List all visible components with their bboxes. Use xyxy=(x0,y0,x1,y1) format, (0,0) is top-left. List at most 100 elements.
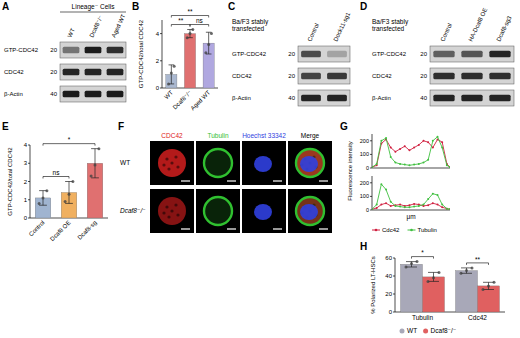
error-stem xyxy=(190,30,191,38)
plot-marks xyxy=(401,260,500,312)
bar xyxy=(423,277,445,312)
legend-swatch xyxy=(408,230,416,231)
y-tick-label: 200 xyxy=(360,180,369,186)
data-point xyxy=(482,288,485,291)
nucleus-signal xyxy=(300,204,318,220)
marker xyxy=(399,206,401,208)
marker xyxy=(404,206,406,208)
marker xyxy=(385,189,387,191)
blot-membrane xyxy=(60,64,126,80)
cell-image xyxy=(242,141,286,185)
y-tick xyxy=(28,145,30,146)
line-chart: 0100200Fluorescence intensity xyxy=(347,134,451,201)
speckle xyxy=(170,209,173,212)
error-stem xyxy=(488,282,489,289)
marker xyxy=(404,145,406,147)
data-point xyxy=(487,284,490,287)
data-point xyxy=(493,281,496,284)
y-tick xyxy=(370,210,372,211)
category-label: Cdc42 xyxy=(468,314,487,321)
nucleus-signal xyxy=(254,204,272,220)
error-bar xyxy=(428,272,439,281)
marker xyxy=(380,140,382,142)
row-label: Dcaf8⁻/⁻ xyxy=(120,207,146,214)
figure: ABCDEFGHLineage⁻ CellsWTDcaf8⁻/⁻Aged WTG… xyxy=(0,0,520,338)
blot-membrane xyxy=(298,90,350,106)
band xyxy=(63,69,80,75)
y-tick xyxy=(370,154,372,155)
plot-marks xyxy=(372,136,450,168)
marker xyxy=(441,147,443,149)
blot-title: Lineage⁻ Cells xyxy=(72,3,116,11)
significance-bracket xyxy=(412,257,434,259)
speckle xyxy=(167,167,170,170)
blot-membrane xyxy=(60,86,126,102)
y-tick-label: 0 xyxy=(389,309,393,315)
marker xyxy=(427,159,429,161)
marker xyxy=(427,204,429,206)
band xyxy=(107,91,124,97)
marker xyxy=(385,137,387,139)
y-tick xyxy=(393,312,395,313)
marker xyxy=(418,205,420,207)
band xyxy=(301,51,321,57)
y-axis-label: % Polarized LT-HSCs xyxy=(370,256,376,314)
row-label: CDC42 xyxy=(4,69,24,75)
marker xyxy=(408,206,410,208)
data-point xyxy=(465,269,468,272)
y-tick-label: 20 xyxy=(385,291,392,297)
blot-membrane xyxy=(430,90,514,106)
panel-letter: C xyxy=(228,1,235,12)
image-background xyxy=(288,189,332,233)
line-chart: 0100200μmCdc42Tubulin xyxy=(360,176,451,233)
x-axis xyxy=(372,168,450,169)
marker xyxy=(376,204,378,206)
band xyxy=(433,51,454,57)
data-point xyxy=(432,276,435,279)
marker xyxy=(432,193,434,195)
error-cap xyxy=(39,205,47,206)
legend-swatch xyxy=(400,329,405,334)
y-axis xyxy=(162,20,163,88)
row-label: CDC42 xyxy=(232,73,252,79)
y-tick xyxy=(370,196,372,197)
error-cap xyxy=(461,273,472,274)
scale-bar xyxy=(319,228,328,229)
marker xyxy=(449,166,450,168)
marker xyxy=(446,208,448,210)
y-tick xyxy=(370,182,372,183)
error-cap xyxy=(461,267,472,268)
marker xyxy=(413,147,415,149)
error-cap xyxy=(483,282,494,283)
marker xyxy=(418,144,420,146)
y-tick-label: 0 xyxy=(366,207,369,213)
y-tick xyxy=(160,33,162,34)
mw-label: 40 xyxy=(50,91,57,97)
significance-label: * xyxy=(68,136,71,143)
mw-label: 20 xyxy=(288,51,295,57)
line xyxy=(372,184,450,209)
significance-label: * xyxy=(421,249,424,256)
band xyxy=(301,73,321,79)
marker xyxy=(408,164,410,166)
error-stem xyxy=(69,182,70,204)
marker xyxy=(413,164,415,166)
marker xyxy=(427,198,429,200)
marker xyxy=(376,207,378,209)
marker xyxy=(394,162,396,164)
lane-label: Dcaf8⁻/⁻ xyxy=(88,14,103,38)
y-tick xyxy=(28,181,30,182)
bar-chart: 0204060***TubulinCdc42% Polarized LT-HSC… xyxy=(370,249,505,334)
y-tick-label: 2 xyxy=(156,58,160,64)
cell-image xyxy=(150,189,194,233)
marker xyxy=(380,183,382,185)
band xyxy=(433,95,454,101)
scale-bar xyxy=(273,228,282,229)
data-point xyxy=(427,280,430,283)
significance-bracket xyxy=(467,263,489,265)
plot-marks xyxy=(372,183,450,210)
row-label: β-Actin xyxy=(372,95,391,101)
title-line: transfected xyxy=(232,25,265,32)
significance-bracket xyxy=(190,25,209,27)
marker xyxy=(399,204,401,206)
